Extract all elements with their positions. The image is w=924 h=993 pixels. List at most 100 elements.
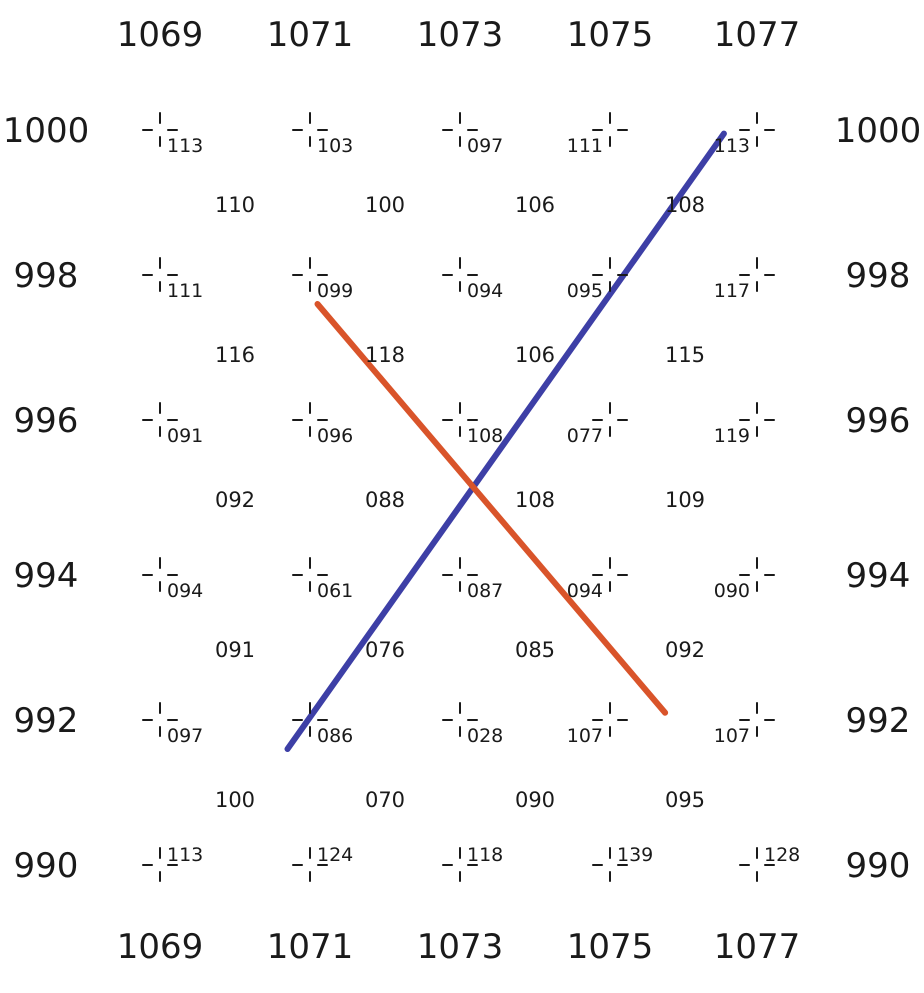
blue-profile-line [284, 130, 727, 752]
northing-label-left: 994 [14, 556, 79, 596]
midpoint-value: 110 [215, 193, 255, 217]
orange-profile-line [314, 301, 669, 716]
midpoint-value: 106 [515, 193, 555, 217]
northing-label-left: 996 [14, 401, 79, 441]
label-layer: 1069 1069 1071 1071 1073 1073 1075 1075 1077 1077… [3, 15, 922, 967]
northing-label-left: 998 [14, 256, 79, 296]
grid-point-value: 103 [317, 135, 353, 157]
midpoint-value: 095 [665, 788, 705, 812]
grid-point-value: 095 [567, 280, 603, 302]
easting-label-bottom: 1077 [714, 927, 801, 967]
easting-label-bottom: 1075 [567, 927, 654, 967]
grid-point-marker [592, 257, 628, 292]
grid-point-marker [592, 402, 628, 437]
grid-point-marker [592, 112, 628, 147]
grid-point-marker [442, 112, 478, 147]
grid-point-value: 097 [467, 135, 503, 157]
grid-point-marker [739, 847, 775, 882]
grid-point-value: 094 [467, 280, 503, 302]
midpoint-value: 085 [515, 638, 555, 662]
easting-label-top: 1077 [714, 15, 801, 55]
northing-label-right: 992 [846, 701, 911, 741]
grid-point-marker [442, 402, 478, 437]
grid-point-marker [292, 702, 328, 737]
grid-point-marker [142, 257, 178, 292]
grid-point-value: 107 [714, 725, 750, 747]
midpoint-value: 092 [215, 488, 255, 512]
easting-label-bottom: 1071 [267, 927, 354, 967]
midpoint-value: 108 [665, 193, 705, 217]
grid-point-marker [142, 557, 178, 592]
northing-label-right: 996 [846, 401, 911, 441]
grid-point-value: 108 [467, 425, 503, 447]
grid-point-marker [592, 702, 628, 737]
grid-point-marker [739, 402, 775, 437]
grid-point-marker [292, 847, 328, 882]
grid-point-value: 107 [567, 725, 603, 747]
grid-point-value: 077 [567, 425, 603, 447]
grid-point-value: 094 [567, 580, 603, 602]
grid-point-marker [142, 847, 178, 882]
grid-point-marker [739, 702, 775, 737]
grid-point-marker [142, 402, 178, 437]
grid-point-value: 086 [317, 725, 353, 747]
grid-point-value: 111 [567, 135, 603, 157]
grid-point-value: 124 [317, 844, 353, 866]
grid-point-value: 090 [714, 580, 750, 602]
northing-label-right: 1000 [835, 111, 922, 151]
grid-point-value: 118 [467, 844, 503, 866]
midpoint-value: 109 [665, 488, 705, 512]
grid-point-marker [442, 557, 478, 592]
grid-point-marker [442, 702, 478, 737]
grid-point-value: 139 [617, 844, 653, 866]
line-layer [284, 130, 727, 752]
grid-point-marker [739, 257, 775, 292]
grid-point-value: 111 [167, 280, 203, 302]
midpoint-value: 091 [215, 638, 255, 662]
midpoint-value: 106 [515, 343, 555, 367]
midpoint-value: 092 [665, 638, 705, 662]
grid-point-value: 113 [167, 844, 203, 866]
easting-label-bottom: 1069 [117, 927, 204, 967]
midpoint-value: 070 [365, 788, 405, 812]
midpoint-value: 116 [215, 343, 255, 367]
grid-point-marker [442, 847, 478, 882]
grid-point-marker [142, 702, 178, 737]
grid-point-marker [292, 257, 328, 292]
grid-point-value: 117 [714, 280, 750, 302]
midpoint-value: 118 [365, 343, 405, 367]
grid-point-value: 099 [317, 280, 353, 302]
grid-point-marker [142, 112, 178, 147]
midpoint-value: 090 [515, 788, 555, 812]
grid-point-marker [442, 257, 478, 292]
northing-label-right: 998 [846, 256, 911, 296]
easting-label-top: 1073 [417, 15, 504, 55]
grid-point-value: 094 [167, 580, 203, 602]
grid-point-value: 113 [167, 135, 203, 157]
easting-label-top: 1069 [117, 15, 204, 55]
grid-point-value: 128 [764, 844, 800, 866]
northing-label-left: 992 [14, 701, 79, 741]
midpoint-value: 088 [365, 488, 405, 512]
grid-point-value: 113 [714, 135, 750, 157]
grid-point-value: 096 [317, 425, 353, 447]
grid-point-value: 087 [467, 580, 503, 602]
grid-point-value: 119 [714, 425, 750, 447]
grid-point-marker [739, 557, 775, 592]
grid-point-marker [292, 557, 328, 592]
grid-point-marker [739, 112, 775, 147]
midpoint-value: 076 [365, 638, 405, 662]
easting-label-bottom: 1073 [417, 927, 504, 967]
easting-label-top: 1071 [267, 15, 354, 55]
grid-point-value: 028 [467, 725, 503, 747]
midpoint-value: 115 [665, 343, 705, 367]
grid-point-marker [592, 557, 628, 592]
midpoint-value: 108 [515, 488, 555, 512]
northing-label-right: 994 [846, 556, 911, 596]
easting-label-top: 1075 [567, 15, 654, 55]
grid-point-marker [292, 402, 328, 437]
midpoint-value: 100 [215, 788, 255, 812]
northing-label-right: 990 [846, 846, 911, 886]
grid-point-marker [592, 847, 628, 882]
